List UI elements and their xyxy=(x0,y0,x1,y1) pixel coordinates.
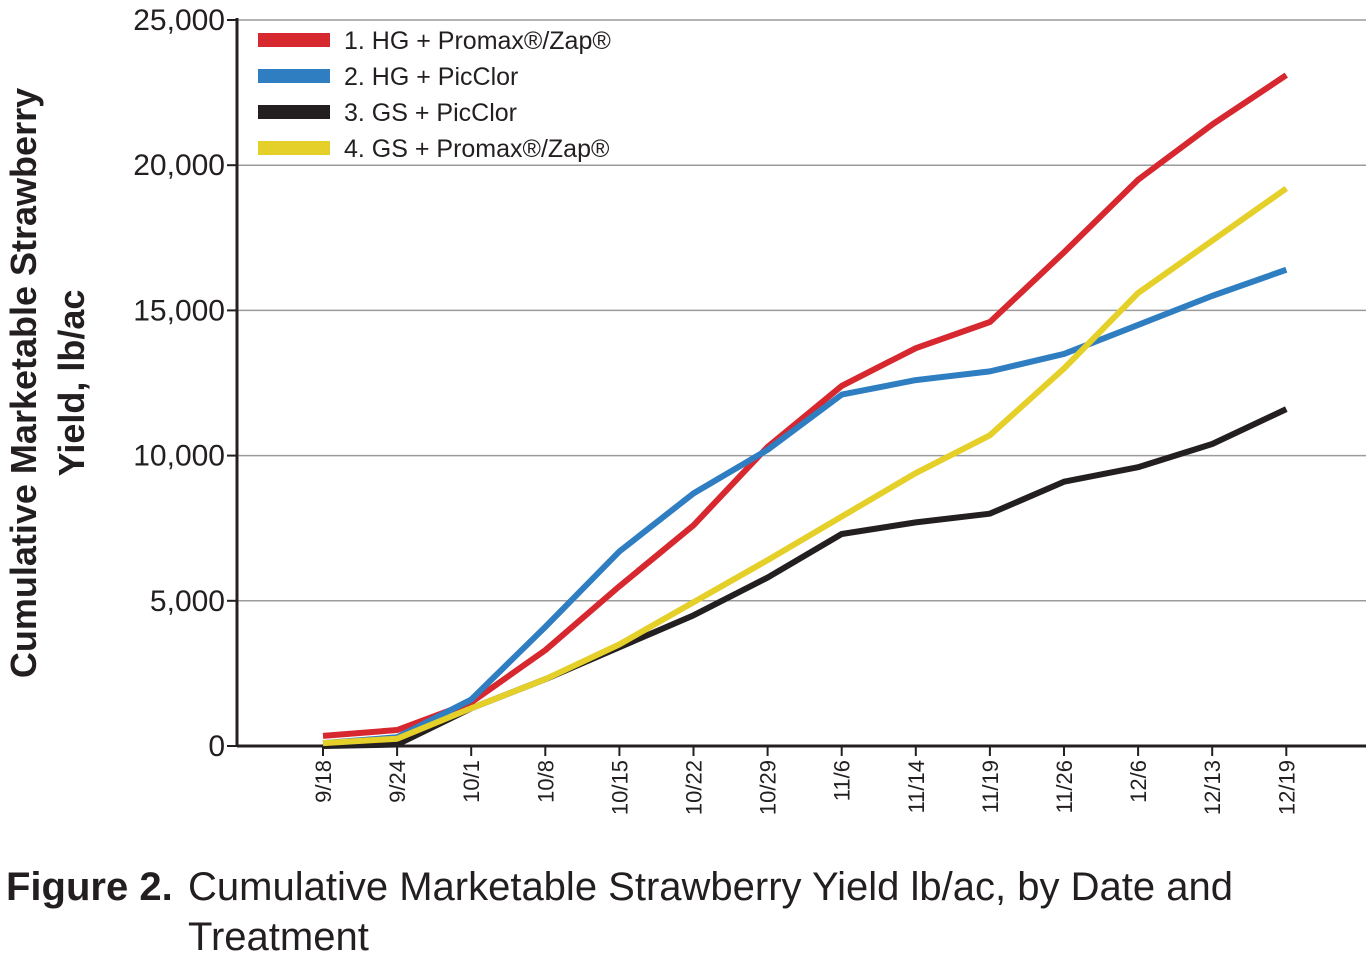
figure-label: Figure 2. xyxy=(6,865,173,909)
y-tick-label: 0 xyxy=(208,730,225,763)
chart-area: 0 5,000 10,000 15,000 20,000 25,000 9/18 9/24 10… xyxy=(3,4,1366,815)
figure-caption: Figure 2. Cumulative Marketable Strawberr… xyxy=(6,862,1306,962)
legend-label-2: 2. HG + PicClor xyxy=(344,63,518,91)
legend-label-3: 3. GS + PicClor xyxy=(344,99,517,127)
x-tick-label: 10/29 xyxy=(756,760,781,815)
x-tick-label: 12/19 xyxy=(1274,760,1299,815)
y-axis-label-line1: Cumulative Marketable Strawberry xyxy=(3,88,44,678)
series-line-4 xyxy=(322,185,1289,747)
series-line-1 xyxy=(322,72,1288,739)
legend-swatch-3 xyxy=(258,105,330,119)
y-tick-label: 15,000 xyxy=(133,294,225,327)
legend-label-4: 4. GS + Promax®/Zap® xyxy=(344,135,610,163)
x-tick-label: 9/24 xyxy=(385,760,410,803)
x-tick-label: 12/13 xyxy=(1200,760,1225,815)
y-tick-label: 5,000 xyxy=(150,585,225,618)
x-tick-label: 10/15 xyxy=(607,760,632,815)
y-tick-label: 20,000 xyxy=(133,149,225,182)
x-tick-label: 11/6 xyxy=(830,760,855,801)
y-tick-label: 25,000 xyxy=(133,4,225,37)
y-axis-label-line2: Yield, lb/ac xyxy=(51,290,92,477)
x-tick-label: 11/19 xyxy=(978,760,1003,813)
figure-caption-text: Cumulative Marketable Strawberry Yield l… xyxy=(188,865,1233,959)
legend-label-1: 1. HG + Promax®/Zap® xyxy=(344,27,611,55)
y-tick-label: 10,000 xyxy=(133,440,225,473)
x-tick-label: 10/8 xyxy=(533,760,558,803)
x-tick-label: 11/14 xyxy=(904,760,929,813)
x-tick-label: 10/1 xyxy=(459,760,484,803)
series-line-3 xyxy=(322,406,1288,749)
line-chart: 0 5,000 10,000 15,000 20,000 25,000 9/18 9/24 10… xyxy=(3,4,1366,815)
x-tick-label: 11/26 xyxy=(1052,760,1077,813)
x-tick-label: 10/22 xyxy=(682,760,707,815)
legend-swatch-2 xyxy=(258,69,330,83)
legend-swatch-1 xyxy=(258,33,330,47)
series-line-2 xyxy=(322,266,1288,747)
x-tick-label: 12/6 xyxy=(1126,760,1151,803)
legend-swatch-4 xyxy=(258,141,330,155)
x-tick-label: 9/18 xyxy=(311,760,336,803)
